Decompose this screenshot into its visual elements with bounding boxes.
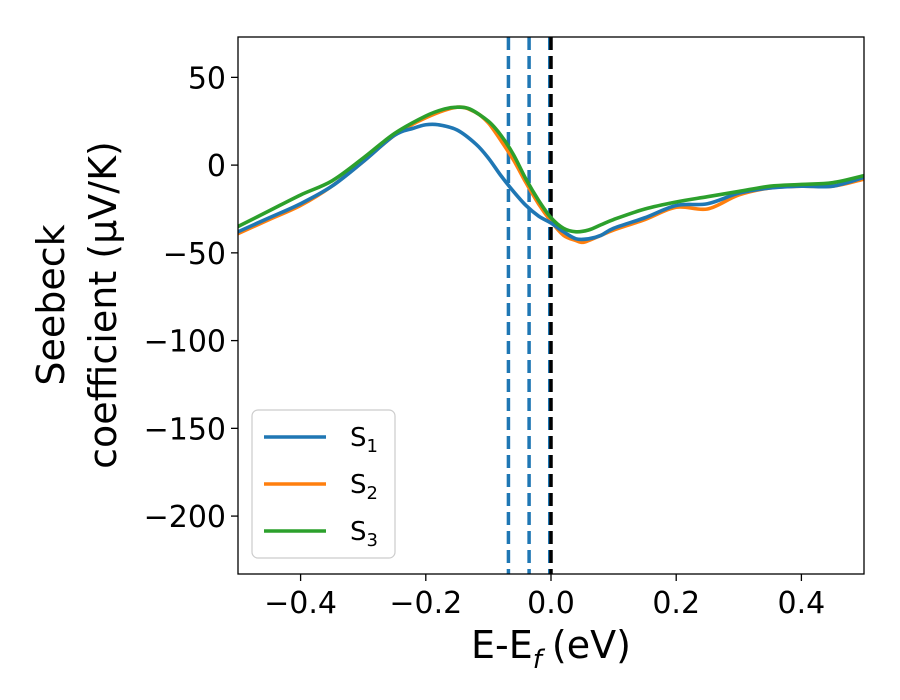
legend: S1 S2 S3 — [251, 409, 396, 559]
x-axis-title-sub: f — [533, 645, 546, 675]
x-axis-title-main: E-E — [471, 623, 533, 667]
y-tick-label: −200 — [144, 500, 226, 535]
x-tick-label: −0.2 — [389, 586, 462, 621]
x-tick-label: 0.0 — [527, 586, 575, 621]
y-axis-title-line1: Seebeck — [29, 224, 73, 385]
y-tick-label: 0 — [207, 149, 226, 184]
legend-label: S3 — [350, 517, 378, 551]
legend-label: S2 — [350, 470, 378, 504]
series-lines — [238, 105, 864, 245]
y-tick-label: 50 — [188, 61, 226, 96]
legend-label: S1 — [350, 423, 378, 457]
x-tick-label: 0.2 — [652, 586, 700, 621]
series-line-s3 — [238, 105, 864, 234]
x-axis-title-unit: (eV) — [552, 623, 631, 667]
y-tick-label: −100 — [144, 325, 226, 360]
x-tick-label: −0.4 — [264, 586, 337, 621]
y-axis-title: Seebeck coefficient (μV/K) — [29, 141, 125, 469]
y-tick-label: −50 — [163, 237, 226, 272]
x-axis-title: E-Ef (eV) — [471, 623, 631, 675]
y-axis: 50 0 −50 −100 −150 −200 — [144, 61, 238, 535]
y-tick-label: −150 — [144, 412, 226, 447]
y-axis-title-line2: coefficient (μV/K) — [81, 141, 125, 469]
reference-lines — [506, 37, 553, 574]
x-axis: −0.4 −0.2 0.0 0.2 0.4 — [264, 574, 825, 621]
x-tick-label: 0.4 — [778, 586, 826, 621]
